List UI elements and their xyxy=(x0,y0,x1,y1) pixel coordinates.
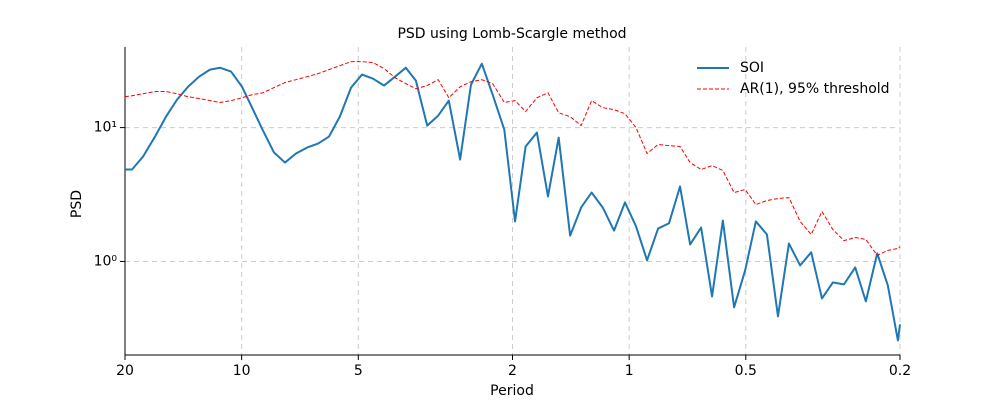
y-axis-label: PSD xyxy=(69,190,85,218)
series-line xyxy=(125,62,901,342)
legend-label: SOI xyxy=(740,60,764,76)
x-tick-label: 0.2 xyxy=(889,363,911,379)
series-line xyxy=(124,61,901,256)
chart-title: PSD using Lomb-Scargle method xyxy=(397,26,626,42)
x-tick-label: 5 xyxy=(354,363,363,379)
x-axis-label: Period xyxy=(490,383,534,399)
x-tick-label: 0.5 xyxy=(735,363,757,379)
x-tick-label: 2 xyxy=(508,363,517,379)
x-tick-label: 20 xyxy=(116,363,134,379)
x-tick-label: 1 xyxy=(625,363,634,379)
y-tick-label: 10⁰ xyxy=(94,253,118,269)
x-tick-label: 10 xyxy=(233,363,251,379)
legend-label: AR(1), 95% threshold xyxy=(740,81,890,97)
y-tick-label: 10¹ xyxy=(94,120,117,136)
